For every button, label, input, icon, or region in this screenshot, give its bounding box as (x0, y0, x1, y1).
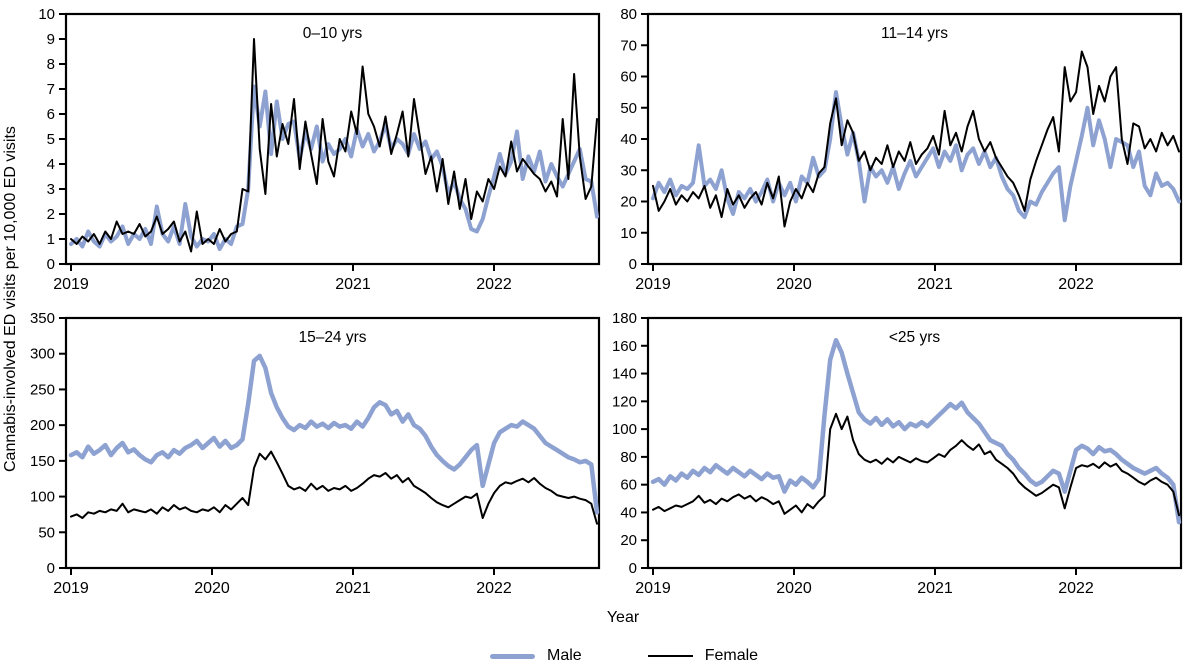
x-tick-label: 2021 (917, 580, 953, 597)
female-line-swatch (647, 655, 693, 657)
y-tick-label: 180 (612, 310, 637, 327)
plot-border (64, 316, 601, 570)
y-tick-label: 120 (612, 393, 637, 410)
panel-title: <25 yrs (889, 329, 941, 346)
female-line (70, 450, 598, 525)
y-tick-label: 50 (38, 524, 55, 541)
y-tick-label: 30 (620, 162, 637, 179)
y-tick-label: 140 (612, 366, 637, 383)
panel-title: 0–10 yrs (303, 25, 363, 42)
y-tick-label: 150 (30, 453, 55, 470)
x-tick-label: 2019 (53, 276, 89, 293)
y-tick-label: 8 (47, 56, 55, 73)
y-tick-label: 1 (47, 231, 55, 248)
y-tick-label: 80 (620, 449, 637, 466)
plot-border (646, 12, 1183, 266)
y-tick-label: 100 (30, 489, 55, 506)
x-tick-label: 2020 (776, 580, 812, 597)
legend: Male Female (490, 646, 758, 666)
male-line (69, 84, 599, 251)
y-tick-label: 160 (612, 338, 637, 355)
chart-svg: 0 20 40 60 80 100 120 140 160 180 2019 2020 2021 2022… (612, 310, 1183, 597)
y-tick-label: 300 (30, 346, 55, 363)
panel-title: 15–24 yrs (298, 329, 366, 346)
x-tick-label: 2021 (335, 276, 371, 293)
y-tick-label: 40 (620, 131, 637, 148)
legend-female-label: Female (704, 647, 759, 664)
x-tick-label: 2021 (335, 580, 371, 597)
panel-title: 11–14 yrs (881, 25, 948, 42)
x-tick-label: 2019 (53, 580, 89, 597)
female-line (652, 50, 1180, 228)
y-tick-label: 10 (620, 225, 637, 242)
x-axis-label: Year (606, 609, 640, 626)
y-tick-label: 7 (47, 81, 55, 98)
y-tick-label: 0 (47, 560, 55, 577)
y-tick-label: 60 (620, 477, 637, 494)
male-line (650, 337, 1182, 525)
chart-svg: 0 1 2 3 4 5 6 7 8 9 10 2019 2020 2021 2022 0–10 yrs (38, 6, 601, 293)
plot-border (646, 316, 1183, 570)
x-tick-label: 2019 (635, 580, 671, 597)
y-tick-label: 250 (30, 381, 55, 398)
y-tick-label: 0 (629, 560, 637, 577)
y-tick-label: 5 (47, 131, 55, 148)
male-line-swatch (490, 653, 535, 659)
y-tick-label: 0 (629, 256, 637, 273)
x-tick-label: 2022 (476, 580, 512, 597)
panel-under-25-yrs: 0 20 40 60 80 100 120 140 160 180 2019 2020 2021 2022… (602, 308, 1185, 604)
y-tick-label: 40 (620, 504, 637, 521)
y-tick-label: 0 (47, 256, 55, 273)
female-line (70, 38, 598, 253)
y-tick-label: 60 (620, 69, 637, 86)
x-tick-label: 2020 (776, 276, 812, 293)
x-tick-label: 2022 (476, 276, 512, 293)
y-tick-label: 3 (47, 181, 55, 198)
y-tick-label: 9 (47, 31, 55, 48)
x-tick-label: 2021 (917, 276, 953, 293)
legend-male-label: Male (547, 647, 582, 664)
y-tick-label: 80 (620, 6, 637, 23)
y-tick-label: 70 (620, 37, 637, 54)
chart-svg: 0 10 20 30 40 50 60 70 80 2019 2020 2021 2022 11–14 y… (620, 6, 1183, 293)
x-tick-label: 2020 (194, 276, 230, 293)
y-axis-label: Cannabis-involved ED visits per 10,000 E… (2, 126, 19, 472)
chart-svg: 0 50 100 150 200 250 300 350 2019 2020 2021 2022 15–… (30, 310, 601, 597)
y-tick-label: 20 (620, 532, 637, 549)
y-tick-label: 200 (30, 417, 55, 434)
y-tick-label: 10 (38, 6, 55, 23)
y-tick-label: 4 (47, 156, 55, 173)
panel-11-14-yrs: 0 10 20 30 40 50 60 70 80 2019 2020 2021 2022 11–14 y… (602, 4, 1185, 300)
x-tick-label: 2022 (1058, 580, 1094, 597)
male-line (651, 90, 1181, 223)
y-tick-label: 50 (620, 100, 637, 117)
female-line (652, 412, 1180, 517)
panel-0-10-yrs: 0 1 2 3 4 5 6 7 8 9 10 2019 2020 2021 2022 0–10 yrs (20, 4, 603, 300)
y-tick-label: 350 (30, 310, 55, 327)
y-tick-label: 2 (47, 206, 55, 223)
y-tick-label: 100 (612, 421, 637, 438)
x-tick-label: 2022 (1058, 276, 1094, 293)
male-line (68, 353, 600, 515)
y-tick-label: 20 (620, 194, 637, 211)
y-tick-label: 6 (47, 106, 55, 123)
x-tick-label: 2019 (635, 276, 671, 293)
x-tick-label: 2020 (194, 580, 230, 597)
panel-15-24-yrs: 0 50 100 150 200 250 300 350 2019 2020 2021 2022 15–… (20, 308, 603, 604)
